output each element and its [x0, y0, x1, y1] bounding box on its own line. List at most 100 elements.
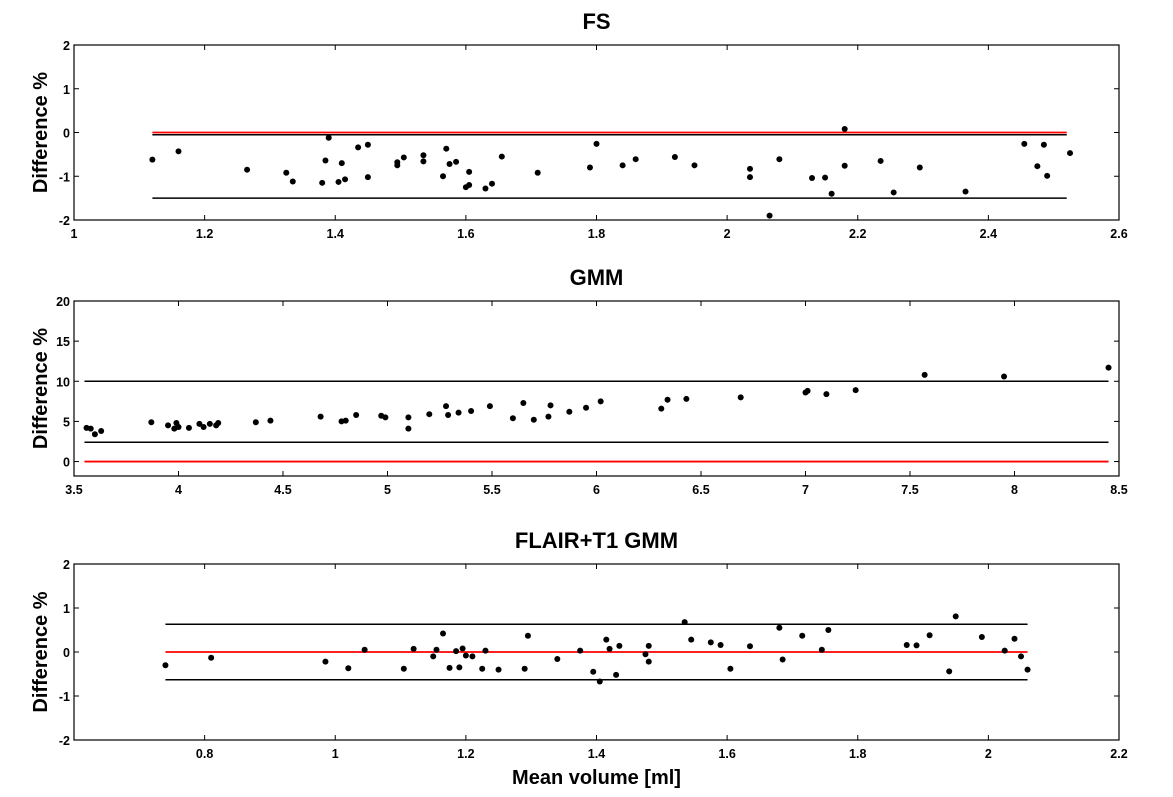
- y-tick-label: 0: [63, 127, 70, 141]
- chart-title: GMM: [570, 265, 624, 290]
- data-point: [606, 645, 613, 652]
- data-point: [1024, 666, 1031, 673]
- data-point: [779, 656, 786, 663]
- data-point: [746, 174, 753, 181]
- x-tick-label: 1.8: [588, 227, 605, 241]
- data-point: [577, 647, 584, 654]
- data-point: [267, 417, 274, 424]
- data-point: [430, 653, 437, 660]
- chart-title: FS: [582, 9, 610, 34]
- data-point: [405, 414, 412, 421]
- x-tick-label: 2.2: [1110, 747, 1127, 761]
- data-point: [400, 665, 407, 672]
- data-point: [405, 425, 412, 432]
- data-point: [446, 664, 453, 671]
- y-axis-label: Difference %: [30, 591, 52, 712]
- data-point: [185, 424, 192, 431]
- data-point: [632, 156, 639, 163]
- data-point: [921, 371, 928, 378]
- x-tick-label: 3.5: [65, 483, 82, 497]
- y-tick-label: 20: [56, 295, 70, 309]
- data-point: [776, 156, 783, 163]
- data-point: [613, 671, 620, 678]
- data-point: [809, 175, 816, 181]
- data-point: [583, 404, 590, 411]
- data-point: [645, 642, 652, 649]
- data-point: [364, 141, 371, 148]
- data-point: [468, 407, 475, 414]
- data-point: [825, 627, 832, 633]
- data-point: [952, 613, 959, 620]
- data-point: [616, 642, 623, 649]
- data-point: [482, 647, 489, 654]
- data-point: [841, 162, 848, 169]
- data-point: [466, 182, 473, 188]
- data-point: [466, 168, 473, 175]
- y-tick-label: -1: [59, 690, 70, 704]
- data-point: [342, 417, 349, 424]
- data-point: [688, 636, 695, 643]
- data-point: [823, 391, 830, 398]
- data-point: [433, 646, 440, 653]
- data-point: [520, 399, 527, 406]
- data-point: [446, 161, 453, 167]
- data-point: [319, 179, 326, 186]
- data-point: [554, 656, 561, 663]
- data-point: [671, 154, 678, 160]
- data-point: [317, 413, 324, 420]
- data-point: [509, 415, 516, 422]
- data-point: [642, 651, 649, 658]
- data-point: [455, 409, 462, 416]
- data-point: [804, 387, 811, 394]
- data-point: [1034, 163, 1041, 170]
- y-tick-label: 10: [56, 375, 70, 389]
- data-point: [410, 645, 417, 652]
- y-tick-label: 0: [63, 646, 70, 660]
- y-tick-label: -1: [59, 170, 70, 184]
- data-point: [534, 169, 541, 176]
- data-point: [453, 158, 460, 165]
- x-tick-label: 2.2: [849, 227, 866, 241]
- data-point: [566, 408, 573, 415]
- y-tick-label: -2: [59, 734, 70, 748]
- data-point: [91, 431, 98, 438]
- data-point: [597, 398, 604, 405]
- data-point: [1044, 172, 1051, 179]
- data-point: [400, 154, 407, 161]
- data-point: [322, 658, 329, 665]
- data-point: [338, 160, 345, 167]
- data-point: [469, 653, 476, 660]
- data-point: [445, 411, 452, 418]
- data-point: [828, 190, 835, 197]
- x-tick-label: 6: [593, 483, 600, 497]
- x-tick-label: 1.2: [196, 227, 213, 241]
- y-tick-label: 15: [56, 335, 70, 349]
- data-point: [196, 420, 203, 427]
- data-point: [978, 634, 985, 641]
- data-point: [420, 152, 427, 159]
- x-tick-label: 7: [802, 483, 809, 497]
- data-point: [420, 158, 427, 165]
- data-point: [482, 185, 489, 192]
- x-tick-label: 7.5: [901, 483, 918, 497]
- x-tick-label: 1.6: [718, 747, 735, 761]
- data-point: [325, 134, 332, 141]
- panel-fs: FS Difference % 1 1.2 1.4 1.6 1.8 2 2.2 2.4 2.6 -2 -…: [30, 9, 1128, 241]
- data-point: [355, 144, 362, 151]
- data-point: [1105, 364, 1112, 371]
- y-tick-label: 1: [63, 602, 70, 616]
- data-point: [841, 126, 848, 132]
- data-point: [289, 178, 296, 185]
- x-tick-label: 1: [71, 227, 78, 241]
- data-point: [162, 662, 169, 669]
- x-tick-label: 5.5: [483, 483, 500, 497]
- data-point: [524, 632, 531, 639]
- data-point: [335, 178, 342, 185]
- y-axis-label: Difference %: [30, 328, 52, 449]
- data-point: [521, 665, 528, 672]
- data-point: [215, 420, 222, 427]
- data-point: [916, 164, 923, 171]
- data-point: [342, 176, 349, 183]
- data-point: [200, 424, 207, 431]
